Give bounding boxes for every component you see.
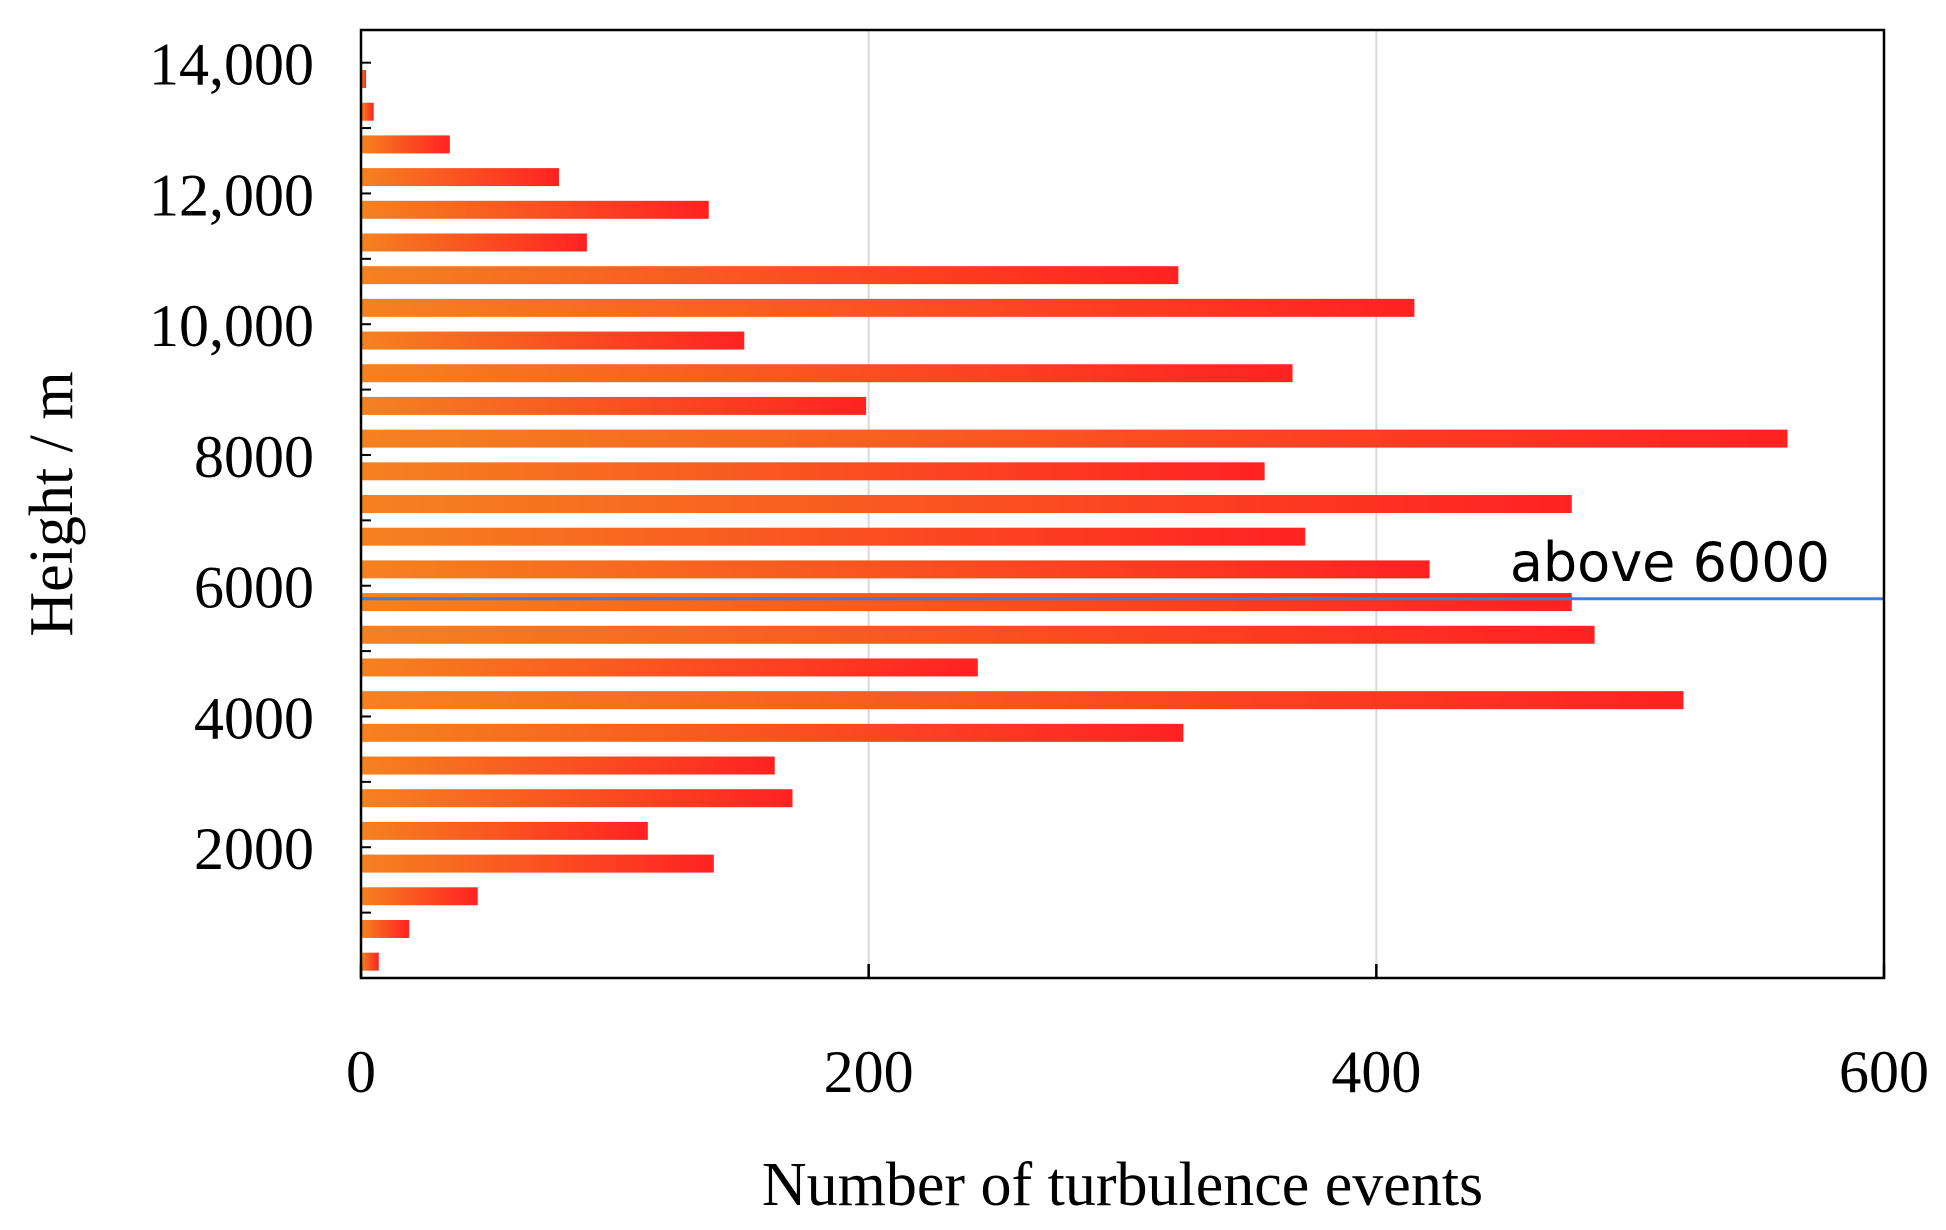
x-tick-label: 400	[1331, 1039, 1421, 1105]
bar	[361, 691, 1684, 710]
bars	[361, 70, 1788, 971]
x-tick-label: 0	[346, 1039, 376, 1105]
bar	[361, 658, 978, 677]
bar	[361, 560, 1430, 579]
y-tick-label: 12,000	[149, 162, 314, 228]
bar	[361, 135, 450, 154]
bar	[361, 593, 1572, 612]
bar	[361, 756, 775, 775]
y-tick-label: 10,000	[149, 293, 314, 359]
annotation: above 6000	[361, 531, 1884, 601]
bar	[361, 723, 1184, 742]
y-tick-label: 6000	[194, 555, 314, 621]
bar	[361, 364, 1293, 383]
bar	[361, 429, 1788, 448]
bar	[361, 462, 1265, 481]
y-tick-label: 4000	[194, 685, 314, 751]
bar	[361, 331, 745, 350]
x-tick-label: 600	[1839, 1039, 1929, 1105]
x-axis-label: Number of turbulence events	[762, 1151, 1483, 1219]
bar	[361, 887, 478, 906]
bar	[361, 396, 867, 415]
bar	[361, 102, 374, 121]
annotation-label: above 6000	[1510, 531, 1830, 594]
y-tick-label: 2000	[194, 816, 314, 882]
bar	[361, 821, 648, 840]
bar	[361, 266, 1179, 285]
y-tick-label: 14,000	[149, 32, 314, 98]
bar	[361, 527, 1306, 546]
bar	[361, 952, 379, 971]
bar	[361, 919, 410, 938]
bar	[361, 233, 587, 252]
bar	[361, 625, 1595, 644]
y-axis-label: Height / m	[18, 371, 86, 636]
bar	[361, 495, 1572, 513]
axes: 0 200 400 600 2000 4000 6000 8000 10,000 12,000 14…	[149, 32, 1929, 1105]
bar	[361, 70, 367, 89]
bar	[361, 789, 793, 808]
bar	[361, 168, 559, 187]
bar	[361, 200, 709, 219]
bar	[361, 854, 714, 873]
x-tick-label: 200	[824, 1039, 914, 1105]
plot-frame	[359, 28, 1886, 980]
y-tick-label: 8000	[194, 424, 314, 490]
bar	[361, 298, 1415, 317]
